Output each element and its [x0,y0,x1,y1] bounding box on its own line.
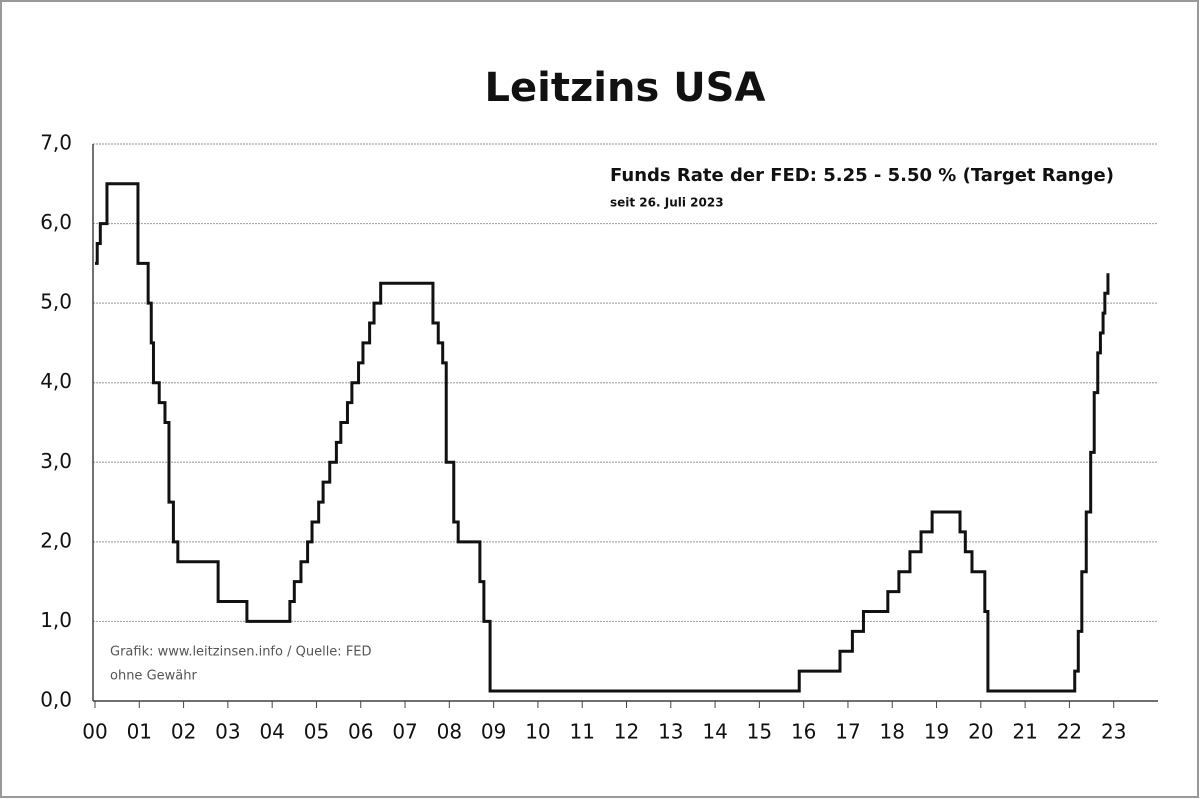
x-tick-label: 01 [127,720,152,744]
y-tick-label: 1,0 [40,608,72,632]
y-tick-label: 4,0 [40,369,72,393]
x-tick-label: 18 [880,720,905,744]
x-tick-label: 20 [968,720,993,744]
x-tick-label: 05 [304,720,329,744]
x-tick-label: 22 [1057,720,1082,744]
x-tick-label: 07 [392,720,417,744]
chart-title: Leitzins USA [485,65,766,111]
x-tick-label: 19 [924,720,949,744]
x-tick-label: 08 [437,720,462,744]
y-tick-label: 5,0 [40,290,72,314]
x-tick-label: 03 [215,720,240,744]
y-tick-label: 3,0 [40,449,72,473]
y-tick-label: 2,0 [40,528,72,552]
x-tick-label: 17 [835,720,860,744]
rate-line [95,182,1110,693]
x-tick-label: 02 [171,720,196,744]
x-tick-label: 06 [348,720,373,744]
x-tick-label: 14 [702,720,727,744]
annotation: ohne Gewähr [110,669,197,684]
x-tick-label: 09 [481,720,506,744]
x-tick-label: 21 [1012,720,1037,744]
annotation: seit 26. Juli 2023 [610,196,724,210]
x-tick-label: 10 [525,720,550,744]
annotation: Funds Rate der FED: 5.25 - 5.50 % (Targe… [610,165,1114,186]
x-tick-label: 00 [82,720,107,744]
x-tick-label: 04 [259,720,284,744]
x-tick-label: 23 [1101,720,1126,744]
y-tick-label: 6,0 [40,210,72,234]
y-tick-label: 0,0 [40,688,72,712]
x-tick-label: 12 [614,720,639,744]
x-tick-label: 15 [747,720,772,744]
x-tick-label: 11 [569,720,594,744]
annotation: Grafik: www.leitzinsen.info / Quelle: FE… [110,645,372,660]
x-tick-label: 16 [791,720,816,744]
y-tick-label: 7,0 [40,131,72,155]
x-tick-label: 13 [658,720,683,744]
